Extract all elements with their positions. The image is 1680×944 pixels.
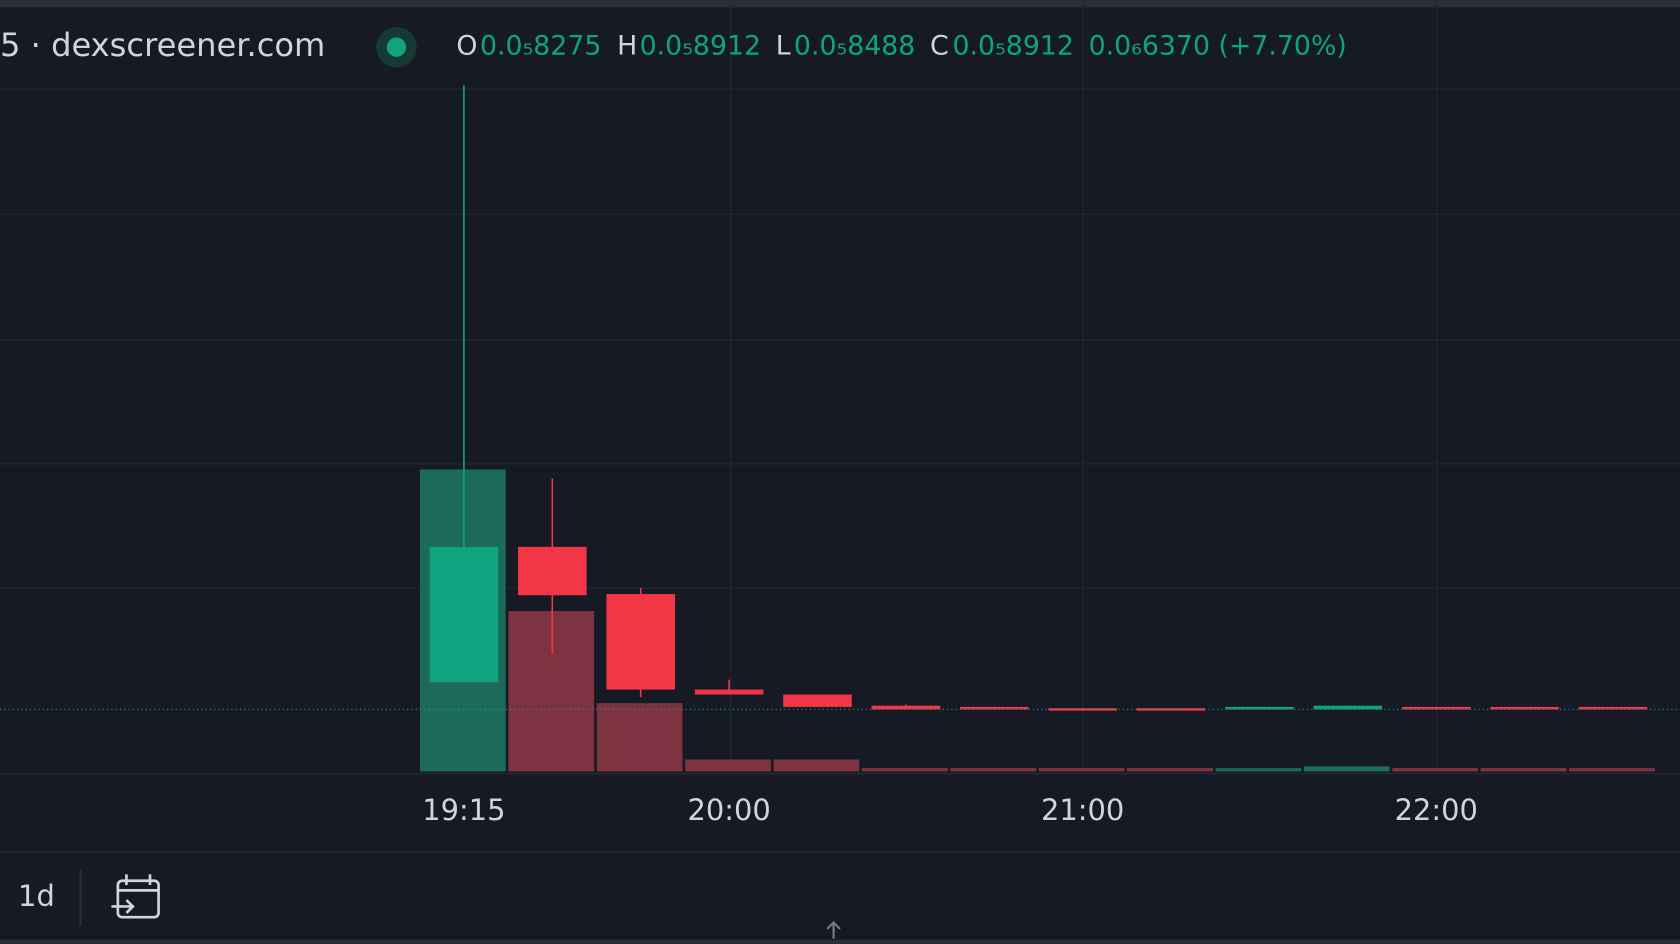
open-value: 0.0₅8275 [480, 31, 601, 62]
volume-bar [508, 611, 595, 772]
header: 5 · dexscreener.com O 0.0₅8275 H 0.0₅891… [0, 26, 1347, 68]
volume-bar [861, 768, 948, 772]
candle-body [1401, 706, 1471, 710]
x-tick-label: 21:00 [1041, 793, 1124, 827]
volume-bar [1038, 768, 1125, 772]
candle-body [518, 546, 587, 596]
high-value: 0.0₅8912 [640, 31, 761, 62]
volume-bar [1569, 768, 1655, 772]
close-value: 0.0₅8912 [953, 31, 1074, 62]
volume-bar [1215, 768, 1302, 772]
x-tick-label: 22:00 [1395, 793, 1478, 827]
open-label: O [456, 31, 477, 62]
volume-bar [685, 759, 771, 772]
change-value: 0.0₆6370 (+7.70%) [1089, 31, 1347, 62]
top-strip [0, 0, 1680, 8]
low-label: L [776, 31, 791, 62]
volume-bar [1392, 768, 1479, 772]
volume-bar [950, 768, 1037, 772]
candle-body [1225, 706, 1294, 710]
volume-bar [1480, 768, 1567, 772]
symbol: 5 · dexscreener.com [0, 26, 325, 64]
volume-bar [596, 703, 683, 772]
grid [0, 0, 1680, 772]
x-tick-label: 20:00 [687, 793, 770, 827]
candle-body [694, 689, 764, 695]
candle-body [429, 546, 499, 683]
candle-body [1313, 705, 1383, 710]
low-value: 0.0₅8488 [794, 31, 915, 62]
goto-date-icon[interactable] [111, 874, 160, 919]
candle-body [1490, 706, 1559, 710]
candle-body [783, 694, 852, 707]
candle-body [1048, 708, 1117, 711]
candle-body [1136, 708, 1206, 711]
candle-body [960, 706, 1029, 710]
volume-bar [1127, 768, 1213, 772]
plot: 19:15 20:00 21:00 22:00 [0, 85, 1680, 827]
high-label: H [617, 31, 637, 62]
range-button[interactable]: 1d [18, 879, 55, 913]
x-tick-label: 19:15 [422, 793, 505, 827]
close-label: C [930, 31, 949, 62]
candle-body [871, 705, 941, 710]
volume-bar [773, 759, 860, 772]
status-dot [386, 37, 407, 57]
candle-body [1578, 706, 1648, 710]
volume-bar [1303, 766, 1390, 772]
bottom-strip [0, 939, 1680, 944]
candle-body [606, 594, 675, 690]
scroll-arrow[interactable] [826, 921, 841, 939]
